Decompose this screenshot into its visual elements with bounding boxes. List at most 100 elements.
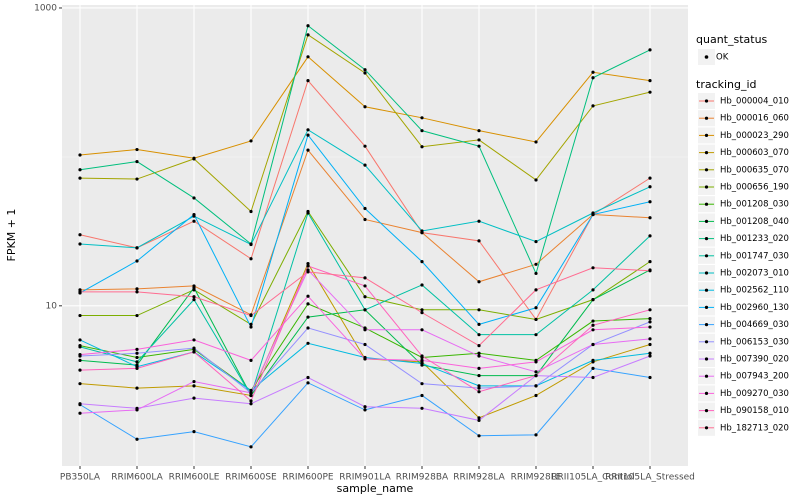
legend-point [704,357,709,361]
legend-point [704,185,709,189]
data-point [477,390,481,394]
data-point [648,200,652,204]
data-point [78,313,82,318]
data-point [306,55,310,59]
data-point [306,302,310,306]
data-point [192,157,196,161]
data-point [534,317,538,322]
x-tick-label: RRII105LA_Control [551,473,634,483]
data-point [648,375,652,380]
data-point [477,386,481,390]
data-point [420,311,424,315]
data-point [192,298,196,302]
legend-point [704,340,709,344]
legend-point [704,254,709,258]
data-point [420,328,424,332]
legend-point [704,391,709,395]
data-point [648,325,652,329]
legend-label: OK [716,53,729,63]
plot-panel [62,5,688,466]
data-point [192,338,196,342]
data-point [249,325,253,329]
data-point [648,79,652,83]
data-point [648,185,652,189]
data-point [477,373,481,378]
data-point [249,358,253,362]
data-point [135,360,139,364]
legend-title: quant_status [696,33,768,46]
data-point [249,322,253,327]
legend-point [704,99,709,103]
data-point [306,315,310,319]
x-tick-label: RRIM928BA [396,473,449,483]
data-point [306,148,310,152]
data-point [306,262,310,266]
x-tick-label: RRII105LA_Stressed [605,473,695,483]
x-tick-label: RRIM928LE [511,473,562,483]
data-point [591,319,595,323]
data-point [78,345,82,349]
data-point [420,393,424,398]
data-point [591,366,595,370]
legend-label: Hb_000656_190 [720,183,789,193]
data-point [534,306,538,310]
data-point [648,308,652,312]
data-point [306,128,310,132]
legend-label: Hb_009270_030 [720,389,789,399]
legend-point [704,168,709,172]
data-point [192,379,196,384]
data-point [249,242,253,247]
legend-label: Hb_002073_010 [720,269,789,279]
data-point [534,178,538,182]
data-point [648,176,652,180]
data-point [78,358,82,362]
x-tick-label: RRIM600PE [282,473,334,483]
legend-label: Hb_007390_020 [720,355,789,365]
legend-label: Hb_001208_040 [720,217,789,227]
data-point [477,280,481,284]
data-point [135,313,139,318]
legend-point [704,288,709,292]
legend-point [704,151,709,155]
legend-point [704,409,709,413]
data-point [78,233,82,237]
data-point [534,393,538,398]
data-point [420,129,424,133]
data-point [249,393,253,398]
data-point [135,437,139,441]
legend-label: Hb_000635_070 [720,165,789,175]
legend-point [704,202,709,206]
data-point [78,153,82,157]
data-point [648,269,652,273]
data-point [363,217,367,222]
data-point [477,129,481,133]
legend-point [704,271,709,275]
data-point [135,259,139,263]
data-point [477,416,481,420]
data-point [477,418,481,423]
data-point [591,323,595,327]
data-point [306,294,310,298]
data-point [534,140,538,144]
data-point [363,328,367,332]
data-point [648,48,652,52]
data-point [420,358,424,362]
data-point [192,295,196,299]
data-point [192,396,196,400]
data-point [477,322,481,327]
data-point [534,360,538,364]
data-point [477,144,481,148]
x-tick-label: RRIM600LA [111,473,163,483]
data-point [534,384,538,388]
data-point [420,354,424,358]
data-point [192,350,196,354]
data-point [306,326,310,330]
legend-label: Hb_004669_030 [720,320,789,330]
data-point [249,391,253,395]
data-point [135,246,139,250]
data-point [477,138,481,142]
data-point [591,288,595,292]
legend-point [704,374,709,378]
legend-label: Hb_002562_110 [720,286,789,296]
